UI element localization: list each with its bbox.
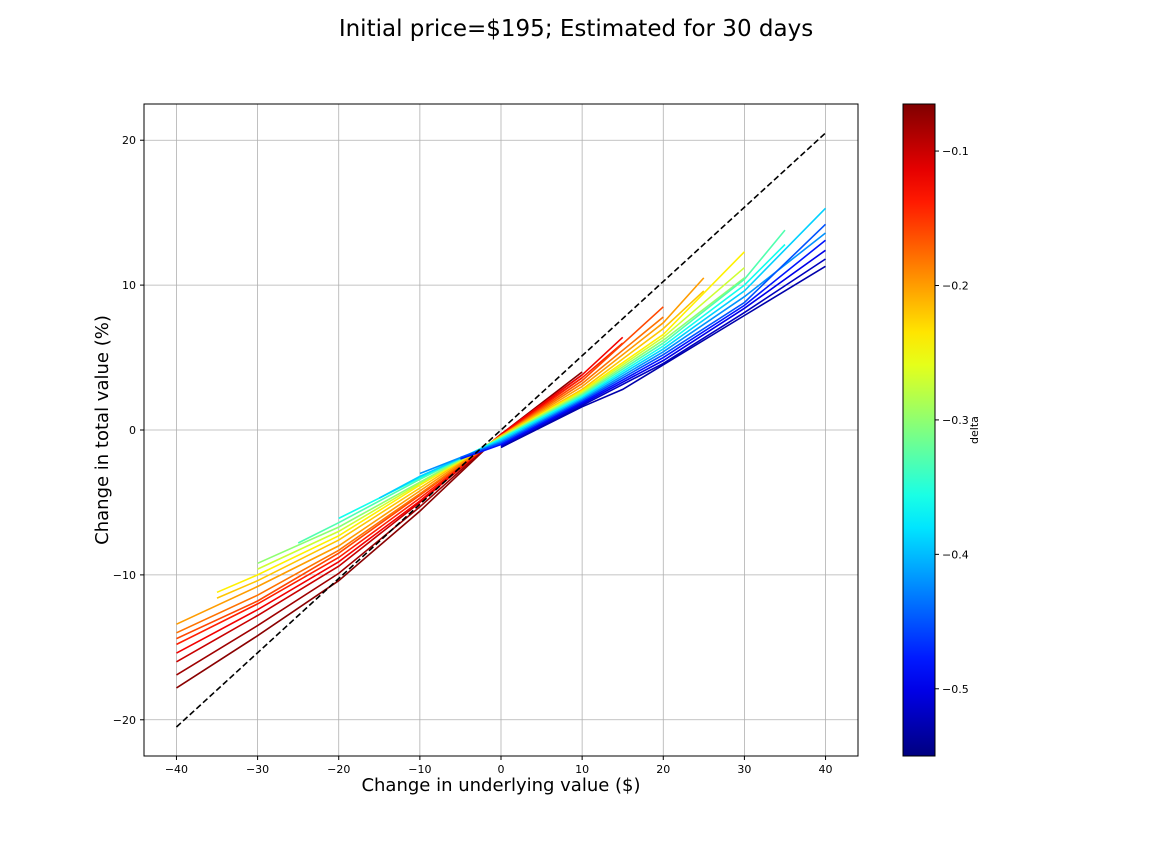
y-tick-label: −20: [113, 714, 136, 727]
series-line: [216, 251, 745, 594]
chart-title: Initial price=$195; Estimated for 30 day…: [339, 16, 813, 42]
colorbar-tick-label: −0.3: [942, 414, 969, 427]
series-line: [500, 249, 826, 447]
colorbar-frame: [902, 103, 936, 757]
series-line: [460, 239, 827, 460]
series-line: [176, 316, 664, 634]
y-tick-label: 10: [122, 279, 136, 292]
series-line: [338, 243, 786, 520]
series-layer: [176, 207, 827, 689]
colorbar-ticks: −0.1 −0.2 −0.3 −0.4 −0.5: [935, 145, 969, 696]
y-axis-label: Change in total value (%): [92, 315, 113, 545]
series-line: [460, 223, 827, 459]
series-line: [500, 258, 826, 449]
colorbar-tick-label: −0.4: [942, 548, 969, 561]
y-tick-label: −10: [113, 569, 136, 582]
x-axis-label: Change in underlying value ($): [361, 775, 640, 796]
series-line: [297, 229, 786, 544]
colorbar-label: delta: [968, 416, 981, 444]
series-line: [500, 265, 826, 449]
x-axis-ticks: −40 −30 −20 −10 0 10 20 30 40: [165, 756, 833, 776]
x-tick-label: 0: [498, 763, 505, 776]
series-line: [176, 306, 664, 640]
x-tick-label: 30: [737, 763, 751, 776]
y-tick-label: 0: [129, 424, 136, 437]
series-line: [176, 336, 624, 654]
y-axis-ticks: −20 −10 0 10 20: [113, 134, 144, 727]
colorbar-tick-label: −0.2: [942, 279, 969, 292]
grid-layer: [144, 104, 858, 756]
x-tick-label: 20: [656, 763, 670, 776]
x-tick-label: −30: [246, 763, 269, 776]
y-tick-label: 20: [122, 134, 136, 147]
x-tick-label: −20: [327, 763, 350, 776]
series-line: [419, 232, 826, 475]
x-tick-label: −10: [408, 763, 431, 776]
reference-line-layer: [175, 132, 827, 728]
colorbar-tick-label: −0.1: [942, 145, 969, 158]
x-tick-label: 40: [819, 763, 833, 776]
colorbar-tick-label: −0.5: [942, 683, 969, 696]
reference-line: [175, 132, 827, 728]
series-line: [176, 277, 705, 625]
series-line: [378, 207, 827, 499]
x-tick-label: 10: [575, 763, 589, 776]
series-line: [257, 277, 745, 565]
series-line: [176, 342, 624, 646]
x-tick-label: −40: [165, 763, 188, 776]
colorbar: [903, 104, 935, 756]
